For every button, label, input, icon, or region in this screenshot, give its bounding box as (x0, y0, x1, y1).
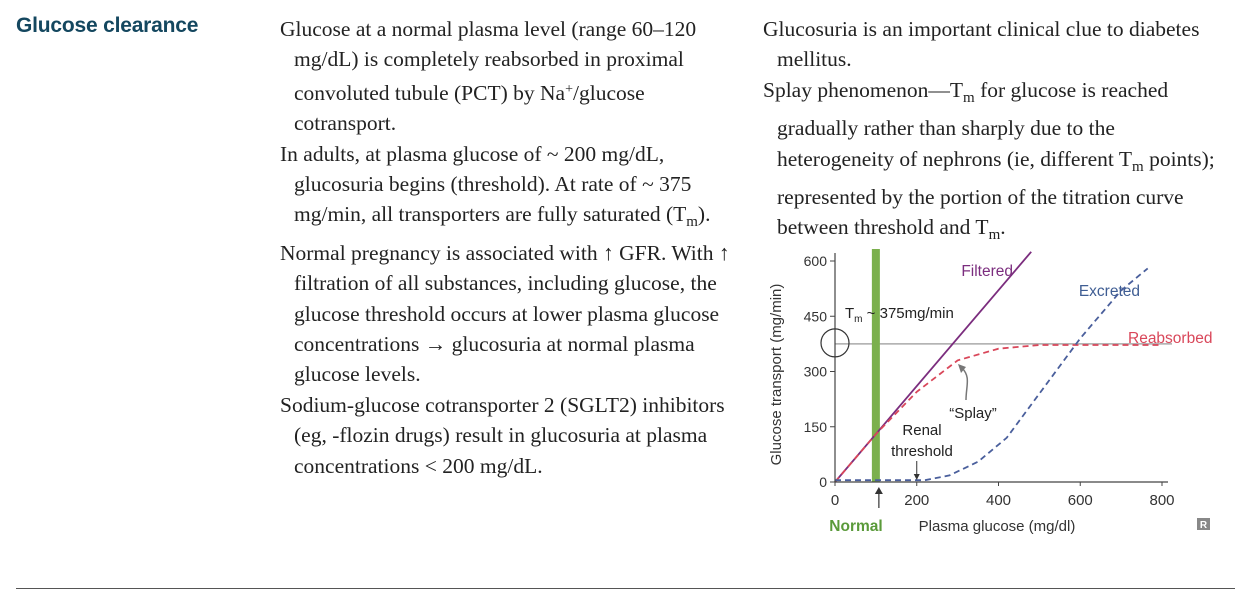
y-tick-label: 300 (804, 364, 828, 380)
series-label-excreted: Excreted (1079, 283, 1140, 300)
series-label-reabsorbed: Reabsorbed (1128, 330, 1212, 347)
series-reabsorbed-line (834, 344, 1162, 483)
paragraph-splay: Splay phenomenon—Tm for glucose is reach… (763, 75, 1233, 251)
text-segment: Glucose at a normal plasma level (range … (280, 17, 697, 105)
x-tick-label: 800 (1149, 492, 1174, 509)
paragraph-threshold: In adults, at plasma glucose of ~ 200 mg… (280, 139, 750, 238)
text-segment: In adults, at plasma glucose of ~ 200 mg… (280, 141, 692, 227)
x-tick-label: 400 (986, 492, 1011, 509)
paragraph-glucose-reabsorption: Glucose at a normal plasma level (range … (280, 14, 750, 139)
y-tick-label: 600 (804, 253, 828, 269)
x-tick-label: 600 (1068, 492, 1093, 509)
x-tick-label: 200 (904, 492, 929, 509)
superscript-plus: + (565, 81, 573, 97)
splay-arrowhead (958, 364, 966, 373)
normal-range-band (871, 249, 880, 482)
right-text-column: Glucosuria is an important clinical clue… (763, 14, 1233, 251)
text-segment: points); represented by the portion of t… (777, 146, 1215, 240)
x-tick-label: 0 (831, 492, 839, 509)
text-segment: /glucose cotransport. (294, 80, 645, 136)
paragraph-pregnancy: Normal pregnancy is associated with ↑ GF… (280, 240, 730, 387)
subscript-m: m (686, 214, 698, 231)
text-segment: ). (697, 202, 711, 227)
section-heading: Glucose clearance (16, 14, 199, 37)
text-segment: for glucose is reached gradually rather … (777, 77, 1169, 171)
text-segment: Splay phenomenon—T (763, 77, 964, 102)
left-text-column: Glucose at a normal plasma level (range … (280, 14, 750, 481)
series-label-filtered: Filtered (961, 263, 1013, 280)
series-excreted-line (835, 267, 1149, 482)
paragraph-glucosuria-clue: Glucosuria is an important clinical clue… (763, 17, 1200, 72)
renal-label: Renal (902, 422, 941, 439)
subscript-m: m (963, 89, 975, 106)
normal-arrowhead (874, 487, 883, 494)
tm-circle-marker (820, 328, 850, 358)
publisher-logo (1197, 518, 1210, 530)
splay-arrow (961, 367, 969, 401)
x-axis-title: Plasma glucose (mg/dl) (919, 518, 1076, 535)
normal-label: Normal (829, 518, 882, 535)
y-tick-label: 150 (804, 419, 828, 435)
text-segment: . (1000, 215, 1006, 240)
bottom-divider (16, 588, 1235, 589)
threshold-label: threshold (891, 443, 953, 460)
subscript-m: m (988, 227, 1001, 244)
paragraph-sglt2: Sodium-glucose cotransporter 2 (SGLT2) i… (280, 392, 725, 478)
glucose-titration-chart: 0 150 300 450 600 0 200 400 600 800 Plasma glucos… (768, 249, 1212, 535)
y-tick-label: 0 (819, 474, 827, 490)
y-tick-label: 450 (804, 308, 828, 324)
threshold-arrowhead (913, 474, 920, 480)
splay-label: “Splay” (949, 405, 997, 422)
tm-annotation: Tm ~ 375mg/min (845, 305, 954, 325)
y-axis-title: Glucose transport (mg/min) (768, 284, 785, 466)
publisher-logo-letter: R (1200, 520, 1208, 531)
subscript-m: m (1132, 158, 1144, 175)
